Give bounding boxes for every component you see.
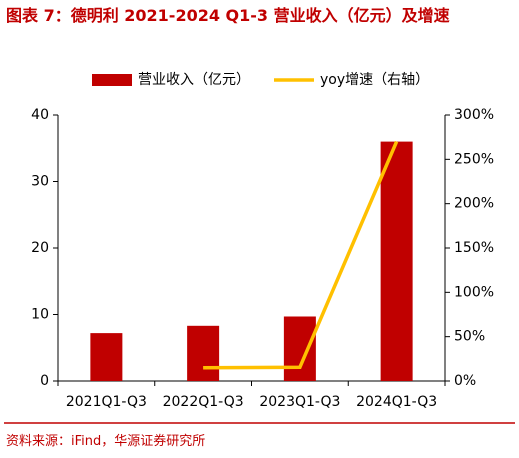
x-tick-label: 2024Q1-Q3 xyxy=(356,394,437,410)
y-tick-label: 20 xyxy=(31,240,49,256)
y-tick-label: 30 xyxy=(31,174,49,190)
y2-tick-label: 150% xyxy=(454,240,494,256)
y-tick-label: 40 xyxy=(31,107,49,123)
y2-tick-label: 300% xyxy=(454,107,494,123)
source: 资料来源：iFind，华源证券研究所 xyxy=(6,434,206,449)
bar xyxy=(90,333,123,381)
bar xyxy=(283,316,316,381)
title: 图表 7：德明利 2021-2024 Q1-3 营业收入（亿元）及增速 xyxy=(6,6,450,25)
y2-tick-label: 50% xyxy=(454,329,485,345)
x-tick-label: 2022Q1-Q3 xyxy=(163,394,244,410)
y2-tick-label: 0% xyxy=(454,373,476,389)
x-tick-label: 2023Q1-Q3 xyxy=(259,394,340,410)
y2-tick-label: 100% xyxy=(454,284,494,300)
legend-swatch xyxy=(92,74,132,86)
y-tick-label: 10 xyxy=(31,307,49,323)
line xyxy=(203,140,399,370)
legend-label: 营业收入（亿元） xyxy=(138,72,250,88)
bar xyxy=(380,141,413,381)
y2-tick-label: 200% xyxy=(454,196,494,212)
x-tick-label: 2021Q1-Q3 xyxy=(66,394,147,410)
y2-tick-label: 250% xyxy=(454,151,494,167)
legend-label: yoy增速（右轴） xyxy=(320,72,429,88)
y-tick-label: 0 xyxy=(40,373,49,389)
bar xyxy=(187,325,220,381)
